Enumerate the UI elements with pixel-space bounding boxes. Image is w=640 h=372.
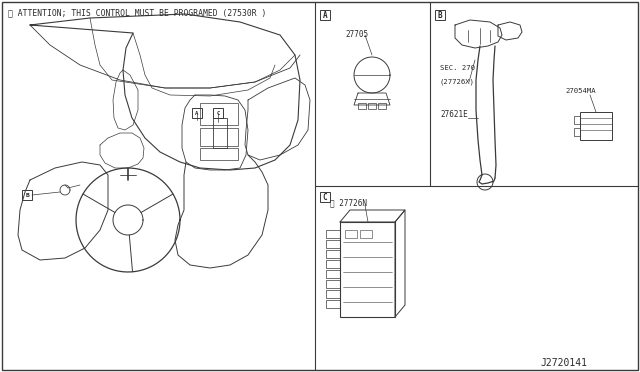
- Text: 27705: 27705: [345, 30, 368, 39]
- Text: B: B: [25, 192, 29, 198]
- Bar: [326, 300, 340, 308]
- Bar: [22, 190, 32, 200]
- Text: B: B: [438, 10, 442, 19]
- Text: J2720141: J2720141: [540, 358, 587, 368]
- Bar: [326, 250, 340, 258]
- Bar: [345, 230, 357, 238]
- Text: SEC. 270: SEC. 270: [440, 65, 475, 71]
- Bar: [326, 290, 340, 298]
- Bar: [213, 108, 223, 118]
- Text: 27054MA: 27054MA: [565, 88, 596, 94]
- Bar: [326, 260, 340, 268]
- Bar: [326, 240, 340, 248]
- Text: C: C: [323, 192, 327, 202]
- Bar: [378, 103, 386, 109]
- Bar: [580, 112, 612, 140]
- Text: A: A: [195, 110, 198, 115]
- Bar: [200, 103, 238, 125]
- Bar: [574, 116, 580, 124]
- Text: A: A: [323, 10, 327, 19]
- Bar: [360, 230, 372, 238]
- Bar: [574, 128, 580, 136]
- Text: (27726X): (27726X): [440, 78, 475, 84]
- Bar: [435, 10, 445, 20]
- Text: C: C: [216, 110, 220, 115]
- Text: 27621E: 27621E: [440, 110, 468, 119]
- Bar: [326, 230, 340, 238]
- Bar: [368, 103, 376, 109]
- Bar: [213, 118, 227, 148]
- Bar: [358, 103, 366, 109]
- Bar: [326, 280, 340, 288]
- Bar: [200, 128, 238, 146]
- Bar: [320, 10, 330, 20]
- Bar: [192, 108, 202, 118]
- Text: ※ 27726N: ※ 27726N: [330, 198, 367, 207]
- Bar: [326, 270, 340, 278]
- Bar: [320, 192, 330, 202]
- Text: ※ ATTENTION; THIS CONTROL MUST BE PROGRAMED (27530R ): ※ ATTENTION; THIS CONTROL MUST BE PROGRA…: [8, 8, 266, 17]
- Bar: [340, 222, 395, 317]
- Bar: [200, 148, 238, 160]
